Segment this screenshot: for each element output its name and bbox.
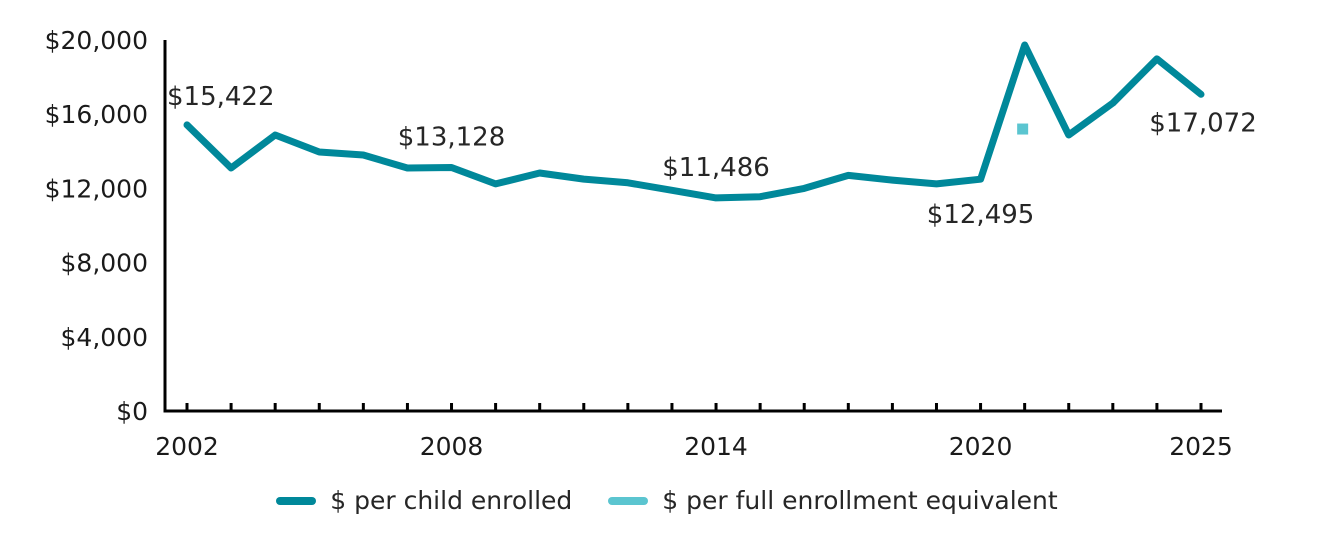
data-label: $11,486: [662, 153, 770, 183]
data-point-per-full-enrollment-equivalent: [1017, 123, 1029, 135]
y-tick-label: $12,000: [45, 174, 148, 203]
legend-swatch-per-child: [276, 496, 317, 505]
data-label: $13,128: [398, 122, 506, 152]
legend-item-per-fee: $ per full enrollment equivalent: [608, 486, 1058, 515]
data-labels: $15,422 $13,128 $11,486 $12,495 $17,072: [167, 82, 1257, 230]
y-tick-label: $20,000: [45, 26, 148, 55]
legend: $ per child enrolled $ per full enrollme…: [0, 486, 1334, 515]
x-tick-label: 2025: [1169, 432, 1233, 461]
x-tick-label: 2008: [420, 432, 484, 461]
x-axis-tick-labels: 2002 2008 2014 2020 2025: [155, 432, 1233, 461]
data-label: $15,422: [167, 82, 275, 112]
y-tick-label: $4,000: [61, 323, 148, 352]
legend-item-per-child: $ per child enrolled: [276, 486, 572, 515]
legend-label-per-child: $ per child enrolled: [330, 486, 573, 515]
data-label: $12,495: [927, 200, 1035, 230]
x-tick-label: 2002: [155, 432, 219, 461]
x-tick-label: 2020: [949, 432, 1013, 461]
legend-swatch-per-fee: [608, 496, 649, 505]
line-chart: $0 $4,000 $8,000 $12,000 $16,000 $20,000 2002…: [45, 26, 1257, 461]
y-tick-label: $16,000: [45, 100, 148, 129]
y-axis-tick-labels: $0 $4,000 $8,000 $12,000 $16,000 $20,000: [45, 26, 148, 426]
y-tick-label: $0: [116, 397, 148, 426]
series-line-per-child-enrolled: [183, 41, 1205, 202]
y-tick-label: $8,000: [61, 249, 148, 278]
legend-label-per-fee: $ per full enrollment equivalent: [662, 486, 1058, 515]
x-tick-label: 2014: [684, 432, 748, 461]
axes: [163, 40, 1222, 413]
data-label: $17,072: [1149, 108, 1257, 138]
series-group: [183, 41, 1205, 202]
